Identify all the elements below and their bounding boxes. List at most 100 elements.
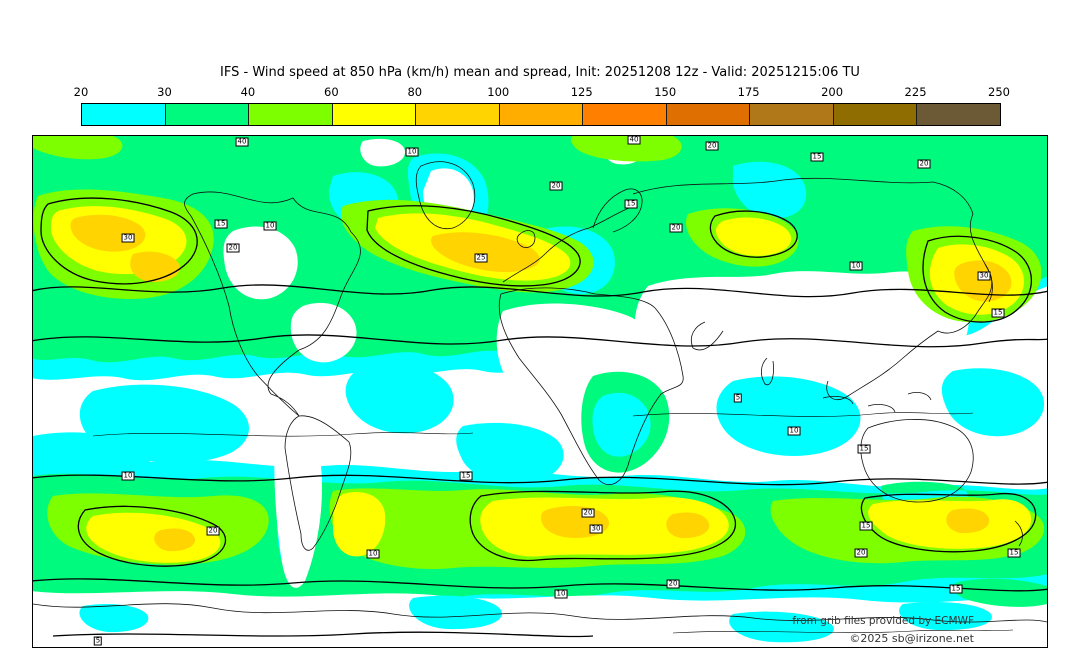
colorbar-segment-40 — [248, 104, 332, 125]
colorbar-tick-175: 175 — [737, 85, 760, 99]
casia-yellow — [715, 217, 792, 256]
arctic-white-speck-1 — [360, 138, 406, 167]
contour-label: 15 — [214, 219, 228, 229]
colorbar-segment-150 — [665, 104, 750, 125]
contour-label: 20 — [705, 141, 719, 151]
contour-label: 10 — [849, 261, 863, 271]
colorbar-segment-125 — [582, 104, 666, 125]
colorbar-segment-60 — [331, 104, 416, 125]
contour-label: 15 — [1007, 548, 1021, 558]
coast-uk — [516, 230, 536, 248]
contour-label: 20 — [669, 223, 683, 233]
colorbar-segment-80 — [415, 104, 499, 125]
contour-label: 15 — [810, 152, 824, 162]
colorbar-tick-250: 250 — [988, 85, 1010, 99]
coast-asia-north — [632, 177, 974, 215]
contour-easia — [922, 235, 1032, 323]
contour-label: 5 — [93, 636, 103, 646]
attribution-source: from grib files provided by ECMWF — [792, 615, 974, 627]
contour-labels-layer: 40 10 40 20 15 20 15 20 10 30 20 15 20 25 10 30 15 10 15 10… — [33, 135, 1047, 647]
contour-label: 40 — [627, 135, 641, 145]
south-america-white-corridor — [274, 404, 323, 588]
tropics-field — [33, 362, 1045, 488]
colorbar-tick-125: 125 — [570, 85, 593, 99]
coast-europe — [502, 207, 630, 283]
contour-label: 20 — [581, 508, 595, 518]
colorbar-tick-60: 60 — [324, 85, 339, 99]
contour-label: 30 — [589, 524, 603, 534]
easia-gold — [954, 260, 1012, 302]
contour-sh-wavy-1 — [33, 474, 1047, 486]
colorbar-tick-30: 30 — [157, 85, 172, 99]
coast-antarctica — [33, 603, 1047, 623]
contour-label: 5 — [733, 393, 743, 403]
contour-antarctic-thick — [52, 631, 594, 638]
wind-field-svg: from grib files provided by ECMWF ©2025 … — [33, 136, 1047, 647]
colorbar-segment-225 — [916, 104, 1001, 125]
colorbar — [81, 103, 1001, 126]
colorbar-tick-40: 40 — [240, 85, 256, 99]
colorbar-tick-100: 100 — [487, 85, 510, 99]
contour-satl — [77, 505, 227, 567]
asia-white-area — [634, 271, 969, 422]
contour-label: 40 — [235, 137, 249, 147]
contour-label: 30 — [121, 233, 135, 243]
caribbean-cyan — [345, 362, 454, 434]
antarctic-cyan-3 — [729, 611, 834, 643]
contour-tropic-thin-2 — [632, 412, 974, 417]
colorbar-segment-20 — [82, 104, 165, 125]
colorbar-tick-225: 225 — [904, 85, 927, 99]
contour-label: 10 — [554, 589, 568, 599]
contour-label: 20 — [854, 548, 868, 558]
contour-natl — [366, 205, 581, 287]
top-strip-chartreuse-2 — [33, 136, 123, 160]
colorbar-tick-80: 80 — [407, 85, 423, 99]
north-america-white-1 — [223, 226, 298, 300]
contour-sh-wavy-2 — [33, 578, 1047, 592]
colorbar-segment-200 — [832, 104, 917, 125]
contour-label: 10 — [366, 549, 380, 559]
andes-yellow — [333, 492, 386, 557]
colorbar-tick-200: 200 — [821, 85, 844, 99]
colorbar-tick-20: 20 — [73, 85, 89, 99]
wpac-tropic-cyan — [941, 368, 1045, 437]
contour-npac — [40, 197, 198, 285]
contour-label: 25 — [474, 253, 488, 263]
coast-new-zealand — [1014, 520, 1023, 547]
contour-label: 30 — [977, 271, 991, 281]
contour-casia — [709, 210, 798, 258]
contour-label: 15 — [624, 199, 638, 209]
contour-nh-wavy-1 — [33, 284, 1047, 298]
contour-label: 10 — [121, 471, 135, 481]
colorbar-segment-30 — [164, 104, 249, 125]
contour-sind — [469, 490, 737, 562]
coast-india — [761, 357, 774, 386]
contour-nh-wavy-2 — [33, 334, 1047, 348]
contour-label: 10 — [263, 221, 277, 231]
contour-saus — [860, 492, 1037, 553]
atlantic-equator-cyan — [456, 422, 564, 484]
spac-gold — [154, 528, 196, 552]
contour-label: 15 — [459, 471, 473, 481]
world-wind-map: from grib files provided by ECMWF ©2025 … — [32, 135, 1048, 648]
coast-japan — [984, 263, 993, 303]
coast-africa — [498, 287, 684, 485]
antarctic-cyan-2 — [409, 595, 502, 630]
spac-yellow — [86, 512, 221, 563]
contour-label: 15 — [857, 444, 871, 454]
contour-label: 10 — [787, 426, 801, 436]
contour-label: 20 — [549, 181, 563, 191]
colorbar-segment-100 — [498, 104, 583, 125]
spread-contours — [33, 197, 1047, 638]
colorbar-tick-150: 150 — [654, 85, 677, 99]
contour-label: 15 — [991, 308, 1005, 318]
colorbar-segment-175 — [749, 104, 833, 125]
antarctic-field — [33, 578, 1047, 647]
contour-label: 20 — [226, 243, 240, 253]
coast-indonesia — [822, 392, 932, 413]
coast-south-america — [284, 415, 352, 551]
sind-gold-2 — [666, 512, 710, 539]
contour-label: 10 — [405, 147, 419, 157]
npac-gold-2 — [130, 251, 180, 282]
